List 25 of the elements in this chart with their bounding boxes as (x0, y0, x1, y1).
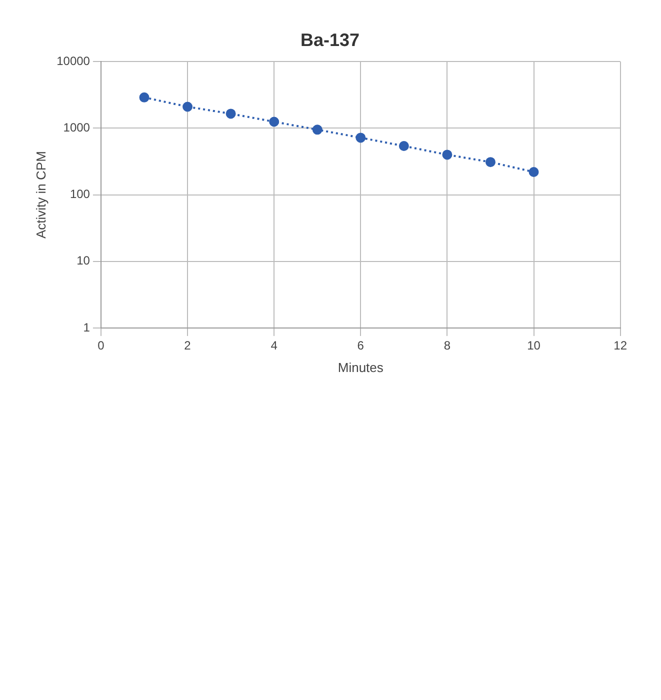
point (226, 108, 236, 119)
point (312, 124, 322, 135)
y-tick-label: 1 (83, 320, 90, 334)
y-tick-label: 100 (70, 187, 90, 202)
point (269, 116, 280, 127)
x-tick-label: 12 (614, 338, 628, 353)
point (398, 141, 409, 152)
y-tick-label: 10 (76, 254, 90, 268)
x-tick-label: 6 (357, 338, 364, 353)
point (182, 102, 193, 112)
x-tick-label: 4 (270, 338, 278, 353)
x-axis-title: Minutes (338, 360, 384, 375)
y-tick-label: 1000 (63, 120, 90, 135)
x-tick-label: 0 (98, 338, 105, 353)
point (356, 132, 366, 143)
x-tick-label: 8 (444, 338, 451, 353)
point (485, 157, 496, 168)
point (528, 166, 539, 177)
point (139, 92, 150, 102)
y-axis-title: Activity in CPM (33, 151, 48, 239)
x-tick-label: 10 (527, 338, 541, 353)
x-tick-label: 2 (184, 338, 192, 353)
y-tick-label: 10000 (56, 54, 90, 68)
chart-title: Ba-137 (300, 30, 360, 50)
point (442, 150, 452, 160)
